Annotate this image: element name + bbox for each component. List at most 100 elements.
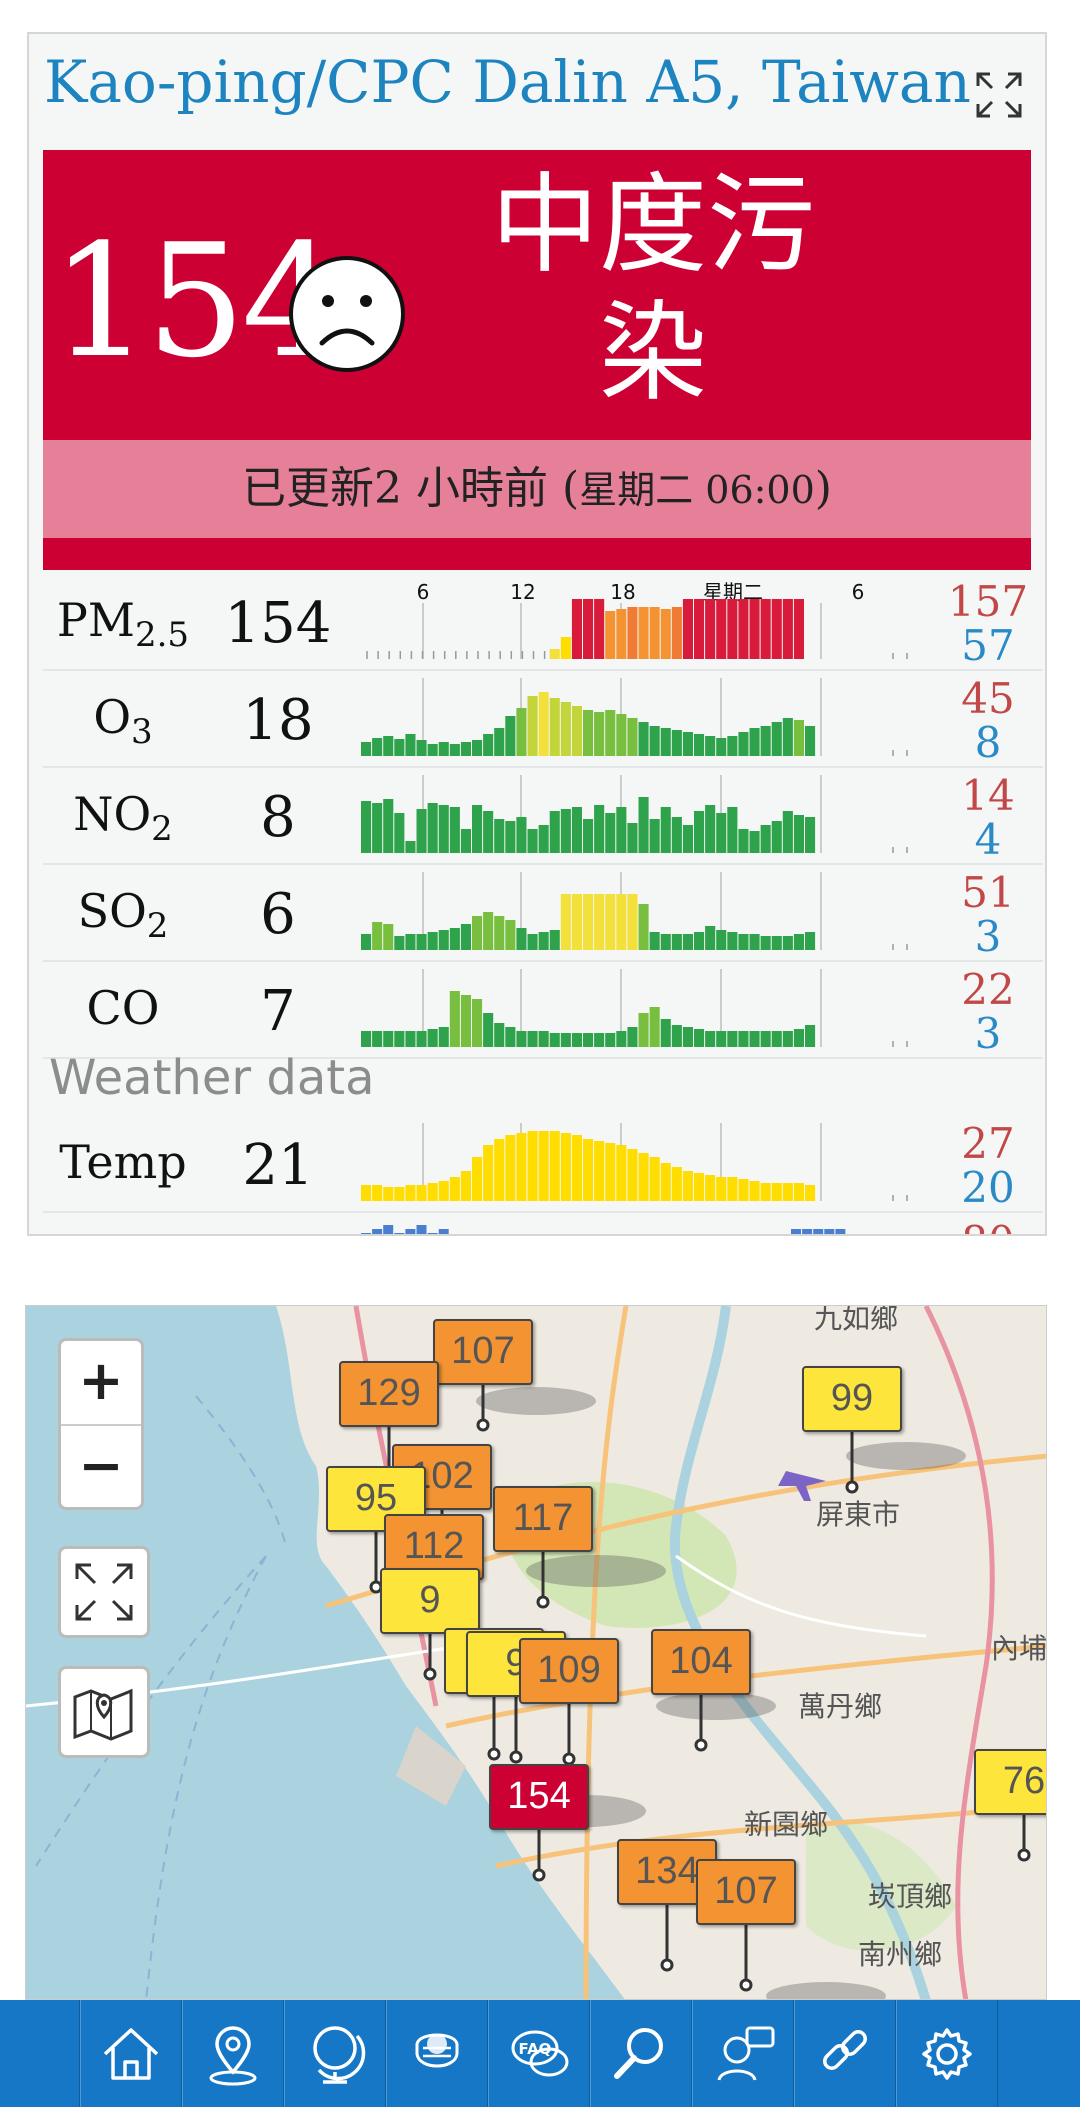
pollutant-value: 18 [242, 688, 314, 753]
station-marker[interactable]: 9 [380, 1568, 480, 1634]
station-marker[interactable]: 107 [433, 1319, 533, 1385]
pollutant-name: CO [86, 981, 160, 1035]
station-marker[interactable]: 117 [493, 1486, 593, 1552]
place-label: 萬丹鄉 [798, 1690, 882, 1723]
timeline-tick: 6 [417, 580, 430, 604]
chart-bar [361, 934, 372, 950]
pollutant-min: 8 [974, 718, 1002, 767]
map-tiles[interactable]: 九如鄉 屏東市 萬丹鄉 新園鄉 崁頂鄉 南州鄉 內埔 [26, 1306, 1047, 2000]
chart-bar [372, 803, 383, 853]
nav-item-home[interactable] [80, 2000, 182, 2107]
chart-bar [516, 708, 527, 756]
pollutant-row[interactable]: PM2.5 154 6 12 18 星期二 6 157 57 [43, 575, 1043, 671]
aqi-map[interactable]: 九如鄉 屏東市 萬丹鄉 新園鄉 崁頂鄉 南州鄉 內埔 107 129 99 102 95… [25, 1305, 1047, 2000]
chart-bar [771, 599, 782, 659]
chart-bar [627, 1027, 638, 1047]
weather-row[interactable]: Temp 21 27 20 [43, 1117, 1043, 1213]
chart-bar [427, 1029, 438, 1047]
chart-bar [505, 1135, 516, 1201]
weather-row-partial: 80 [43, 1215, 1043, 1234]
chart-bar [361, 1031, 372, 1047]
station-marker[interactable]: 109 [519, 1638, 619, 1704]
pollutant-max: 22 [961, 965, 1015, 1014]
svg-text:FAQ: FAQ [519, 2040, 552, 2058]
chart-bar [771, 821, 782, 853]
timeline-tick: 6 [852, 580, 865, 604]
zoom-out-button[interactable]: − [78, 1434, 124, 1497]
place-label: 屏東市 [816, 1498, 900, 1531]
chart-bar [660, 934, 671, 950]
weather-value: 21 [242, 1133, 314, 1198]
chart-bar [760, 726, 771, 756]
pollutant-row[interactable]: O3 18 45 8 [43, 672, 1043, 768]
station-marker[interactable]: 104 [651, 1629, 751, 1695]
chart-bar [694, 1173, 705, 1201]
pollutant-name: SO2 [77, 884, 169, 947]
chart-bar [760, 1031, 771, 1047]
chart-bar [483, 1145, 494, 1201]
pollutant-row[interactable]: NO2 8 14 4 [43, 769, 1043, 865]
chart-bar [660, 728, 671, 756]
nav-item-support[interactable] [692, 2000, 794, 2107]
chart-bar [638, 607, 649, 659]
globe-icon [313, 2025, 366, 2084]
aqi-level-label: 中度污染 [490, 163, 815, 416]
chart-bar [483, 1013, 494, 1047]
nav-item-globe[interactable] [284, 2000, 386, 2107]
fullscreen-button[interactable] [58, 1546, 150, 1638]
chart-bar [571, 894, 582, 950]
chart-bar [638, 722, 649, 756]
chart-bar [427, 744, 438, 756]
chart-bar [738, 1031, 749, 1047]
nav-item-faq[interactable]: FAQ [488, 2000, 590, 2107]
chart-bar [560, 702, 571, 756]
chart-bar [594, 1033, 605, 1047]
home-icon [103, 2027, 159, 2080]
chart-bar [560, 894, 571, 950]
chart-bar [583, 1033, 594, 1047]
chart-bar [727, 736, 738, 756]
chart-bar [472, 1157, 483, 1201]
chart-bar [605, 710, 616, 756]
chart-bar [383, 924, 394, 950]
pollutant-name: O3 [93, 690, 153, 753]
chart-bar [394, 1031, 405, 1047]
chart-bar [727, 1031, 738, 1047]
chart-bar [438, 742, 449, 756]
pollutant-value: 7 [260, 979, 296, 1044]
pollutant-name: NO2 [73, 787, 173, 850]
nav-item-link[interactable] [794, 2000, 896, 2107]
chart-bar [361, 801, 372, 853]
chart-bar [605, 611, 616, 659]
zoom-in-button[interactable]: + [78, 1349, 124, 1412]
nav-item-gear[interactable] [896, 2000, 998, 2107]
chart-bar [716, 1177, 727, 1201]
map-layers-button[interactable] [58, 1666, 150, 1758]
station-title[interactable]: Kao-ping/CPC Dalin A5, Taiwan [44, 48, 971, 116]
station-marker[interactable]: 95 [326, 1466, 426, 1532]
chart-bar [383, 736, 394, 756]
station-marker[interactable]: 99 [802, 1366, 902, 1432]
chart-bar [594, 1141, 605, 1201]
pollutant-row[interactable]: CO 7 22 3 [43, 963, 1043, 1059]
chart-bar [793, 815, 804, 853]
chart-bar [505, 716, 516, 756]
pollutant-row[interactable]: SO2 6 51 3 [43, 866, 1043, 962]
nav-item-search[interactable] [590, 2000, 692, 2107]
station-marker[interactable]: 129 [339, 1361, 439, 1427]
timeline-tick: 12 [510, 580, 535, 604]
chart-bar [427, 932, 438, 950]
airport-icon [778, 1471, 826, 1501]
chart-bar [594, 712, 605, 756]
station-marker[interactable]: 154 [489, 1764, 589, 1830]
station-marker[interactable]: 76 [974, 1749, 1046, 1815]
chart-bar [483, 912, 494, 950]
nav-item-mask[interactable] [386, 2000, 488, 2107]
chart-bar [405, 1031, 416, 1047]
chart-bar [738, 732, 749, 756]
pollutant-name: PM2.5 [56, 593, 190, 656]
nav-item-location-pin[interactable] [182, 2000, 284, 2107]
chart-bar [727, 599, 738, 659]
expand-icon[interactable] [974, 70, 1024, 120]
station-marker[interactable]: 107 [696, 1859, 796, 1925]
